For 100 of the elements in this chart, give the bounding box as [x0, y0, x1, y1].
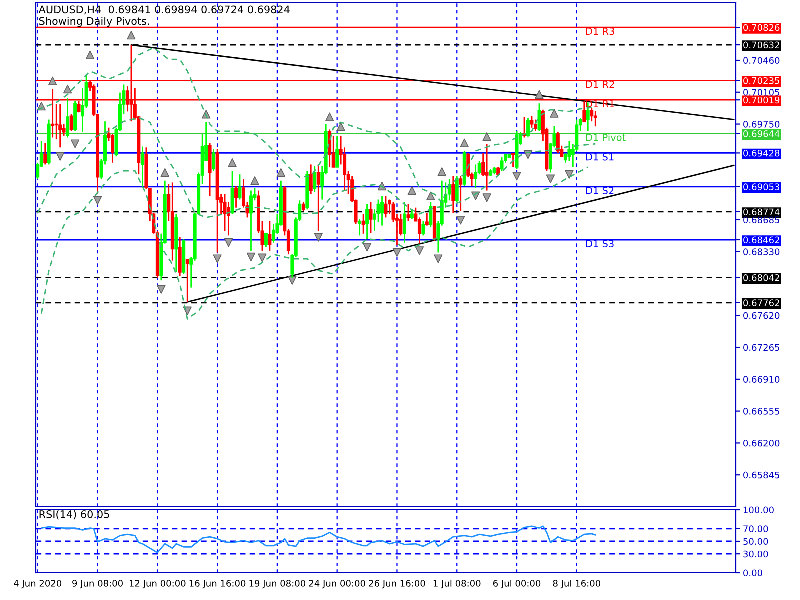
- point: [362, 243, 372, 252]
- candlestick: [556, 132, 560, 154]
- y-tick-label: 0.69750: [744, 121, 780, 128]
- y-tick-label: 0.70019: [744, 96, 780, 104]
- point: [157, 285, 166, 294]
- y-tick-label: 70.00: [744, 526, 768, 532]
- line-series: [37, 117, 596, 218]
- y-tick-label: 0.68330: [744, 248, 780, 256]
- y-tick-label: 0.65845: [744, 472, 780, 479]
- candlestick: [422, 220, 426, 236]
- y-tick-label: 50.00: [744, 538, 768, 546]
- candlestick: [429, 202, 433, 228]
- point: [460, 138, 469, 148]
- x-tick-label: 26 Jun 16:00: [369, 580, 426, 589]
- y-tick-label: 100.00: [744, 506, 774, 514]
- annotation: Showing Daily Pivots.: [39, 17, 150, 28]
- point: [456, 216, 466, 225]
- x-tick-label: 12 Jun 00:00: [130, 580, 186, 589]
- candlestick: [336, 135, 340, 168]
- point: [415, 246, 424, 256]
- y-tick-label: 0.68685: [744, 216, 780, 224]
- point: [86, 50, 95, 60]
- point: [434, 254, 443, 264]
- candlestick: [140, 146, 144, 189]
- point: [127, 30, 136, 40]
- y-tick-label: 0.70235: [744, 77, 780, 84]
- point: [314, 233, 323, 242]
- x-tick-label: 1 Jul 08:00: [434, 580, 481, 589]
- y-tick-label: 0.69428: [744, 150, 780, 157]
- candlestick: [406, 204, 410, 222]
- candlestick: [250, 190, 253, 252]
- x-tick-label: 9 Jun 08:00: [72, 580, 123, 589]
- candlestick: [313, 166, 317, 194]
- candlestick: [590, 107, 594, 122]
- y-tick-label: 0.66910: [744, 376, 780, 383]
- point: [276, 168, 286, 178]
- point: [288, 276, 297, 285]
- point: [426, 192, 436, 201]
- point: [93, 196, 102, 205]
- candlestick: [44, 142, 48, 166]
- y-tick-label: 0.70105: [744, 89, 780, 96]
- candlestick: [534, 119, 538, 132]
- candlestick: [223, 194, 227, 232]
- point: [228, 158, 237, 168]
- candlestick: [362, 213, 366, 235]
- y-tick-label: 0.69644: [744, 130, 780, 138]
- candlestick: [234, 186, 238, 209]
- y-tick-label: 0.67265: [744, 344, 780, 352]
- y-tick-label: 0.67762: [744, 300, 780, 306]
- point: [63, 84, 72, 94]
- point: [250, 176, 260, 186]
- candlestick: [58, 104, 62, 148]
- y-tick-label: 0.70460: [744, 57, 780, 64]
- candlestick: [538, 102, 542, 132]
- candlestick: [66, 98, 70, 138]
- candlestick: [358, 218, 362, 236]
- y-tick-label: 30.00: [744, 550, 768, 558]
- point: [70, 140, 80, 148]
- candlestick: [459, 176, 463, 212]
- ref-line-label: D1 S1: [586, 153, 614, 161]
- candlestick: [474, 164, 478, 189]
- candlestick: [485, 143, 489, 192]
- point: [56, 152, 65, 161]
- x-tick-label: 24 Jun 00:00: [309, 580, 366, 589]
- x-tick-label: 8 Jul 16:00: [553, 580, 601, 589]
- point: [546, 174, 556, 184]
- candlestick: [268, 220, 272, 252]
- candlestick: [402, 202, 406, 244]
- candlestick: [418, 217, 422, 244]
- point: [482, 132, 492, 142]
- y-tick-label: 0.69053: [744, 184, 780, 190]
- point: [224, 238, 234, 248]
- candlestick: [316, 164, 320, 232]
- x-tick-label: 19 Jun 08:00: [250, 580, 306, 589]
- candlestick: [455, 176, 459, 204]
- candlestick: [526, 117, 530, 138]
- point: [160, 168, 170, 178]
- y-tick-label: 0.68774: [744, 208, 780, 216]
- y-tick-label: 0.68462: [744, 236, 780, 244]
- y-tick-label: 0.66200: [744, 440, 780, 447]
- candlestick: [380, 195, 384, 226]
- x-tick-label: 16 Jun 16:00: [190, 580, 246, 589]
- y-tick-label: 0.66555: [744, 408, 780, 415]
- candlestick: [500, 156, 504, 172]
- candlestick: [70, 114, 74, 132]
- point: [535, 90, 544, 99]
- candlestick: [410, 208, 414, 220]
- point: [438, 168, 446, 176]
- y-tick-label: 0.00: [744, 570, 762, 577]
- candlestick: [212, 148, 216, 172]
- candlestick: [512, 152, 516, 168]
- x-tick-label: 6 Jul 00:00: [493, 580, 541, 589]
- line-series: [40, 526, 596, 554]
- point: [512, 172, 522, 181]
- point: [213, 254, 222, 264]
- point: [565, 170, 574, 179]
- ref-line-label: D1 R3: [586, 28, 614, 36]
- point: [408, 186, 417, 196]
- point: [550, 109, 559, 118]
- x-tick-label: 4 Jun 2020: [14, 580, 62, 589]
